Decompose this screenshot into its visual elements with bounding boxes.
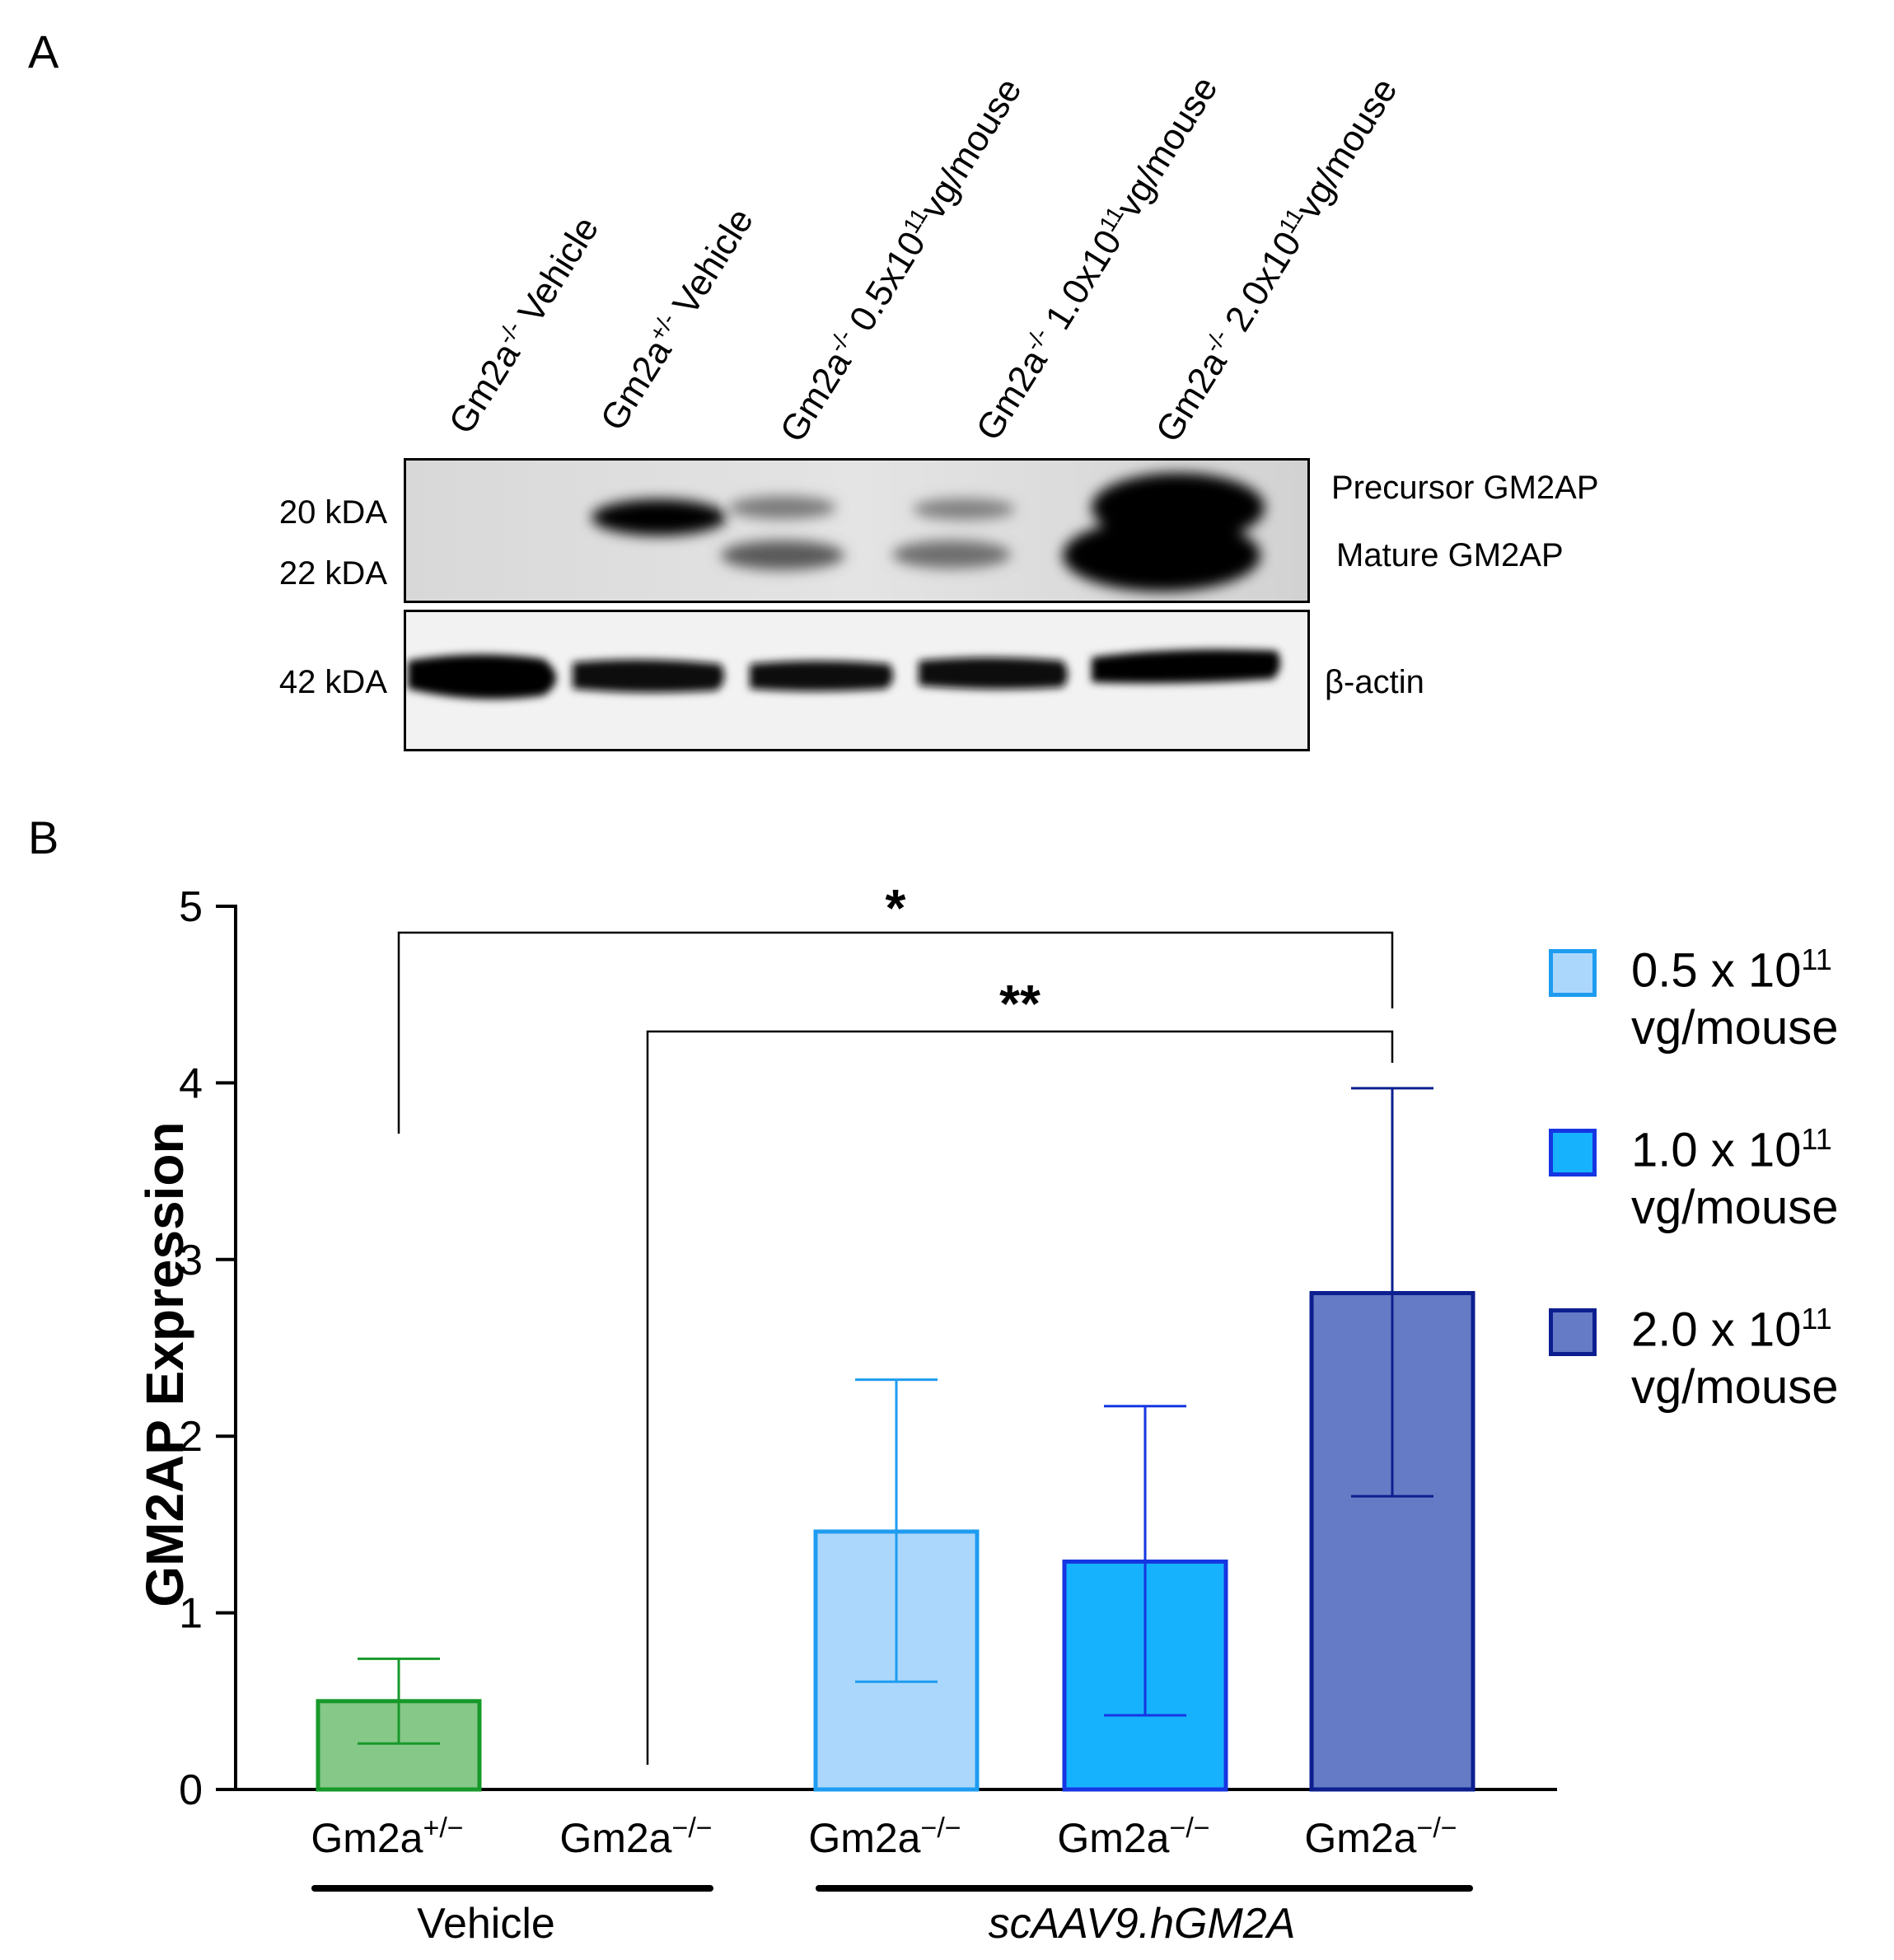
x-tick-label-sup: +/−: [423, 1813, 464, 1844]
significance-bracket-1: [397, 931, 1394, 1134]
x-tick-label-3: Gm2a−/−: [808, 1813, 961, 1861]
western-blot-actin: [404, 610, 1310, 751]
legend-item-2: 1.0 x 1011 vg/mouse: [1549, 1111, 1894, 1275]
x-tick-label-sup: −/−: [921, 1813, 961, 1844]
band-label-actin: β-actin: [1325, 664, 1424, 700]
legend-text-2: 1.0 x 1011 vg/mouse: [1631, 1122, 1839, 1235]
marker-20kda: 20 kDA: [278, 494, 387, 531]
legend-swatch-1: [1549, 949, 1597, 997]
y-tick-label-1: 1: [179, 1590, 203, 1638]
western-blot-gm2ap: [404, 458, 1310, 603]
band-label-precursor: Precursor GM2AP: [1331, 470, 1599, 506]
y-tick-label-2: 2: [179, 1413, 203, 1461]
marker-42kda: 42 kDA: [278, 664, 387, 700]
x-tick-label-base: Gm2a: [311, 1815, 423, 1861]
group-label-treatment: scAAV9.hGM2A: [989, 1900, 1296, 1948]
x-tick-label-base: Gm2a: [559, 1815, 671, 1861]
x-tick-label-sup: −/−: [672, 1813, 713, 1844]
x-tick-label-base: Gm2a: [1057, 1815, 1169, 1861]
legend-text-1: 0.5 x 1011 vg/mouse: [1631, 943, 1839, 1055]
y-tick-label-0: 0: [179, 1766, 203, 1814]
significance-star-1: *: [886, 878, 906, 938]
significance-bracket-2: [646, 1030, 1394, 1765]
x-tick-label-1: Gm2a+/−: [311, 1813, 463, 1861]
x-tick-label-sup: −/−: [1170, 1813, 1210, 1844]
legend-item-1: 0.5 x 1011 vg/mouse: [1549, 931, 1894, 1096]
x-tick-label-2: Gm2a−/−: [559, 1813, 712, 1861]
x-tick-label-4: Gm2a−/−: [1057, 1813, 1209, 1861]
y-axis-label: GM2AP Expression: [135, 1121, 194, 1607]
significance-star-2: **: [999, 974, 1041, 1033]
x-tick-label-base: Gm2a: [808, 1815, 920, 1861]
marker-22kda: 22 kDA: [278, 555, 387, 592]
y-tick-label-4: 4: [179, 1060, 203, 1107]
y-tick-label-5: 5: [179, 883, 203, 931]
band-label-mature: Mature GM2AP: [1336, 537, 1564, 573]
x-tick-label-base: Gm2a: [1304, 1815, 1416, 1861]
y-tick-label-3: 3: [179, 1237, 203, 1284]
panel-a-letter: A: [28, 26, 59, 77]
x-tick-label-5: Gm2a−/−: [1304, 1813, 1457, 1861]
legend-item-3: 2.0 x 1011 vg/mouse: [1549, 1290, 1894, 1455]
legend-swatch-2: [1549, 1129, 1597, 1176]
panel-b-letter: B: [28, 812, 59, 863]
legend-text-3: 2.0 x 1011 vg/mouse: [1631, 1302, 1839, 1415]
legend-swatch-3: [1549, 1308, 1597, 1356]
x-tick-label-sup: −/−: [1417, 1813, 1457, 1844]
group-label-vehicle: Vehicle: [417, 1900, 555, 1948]
